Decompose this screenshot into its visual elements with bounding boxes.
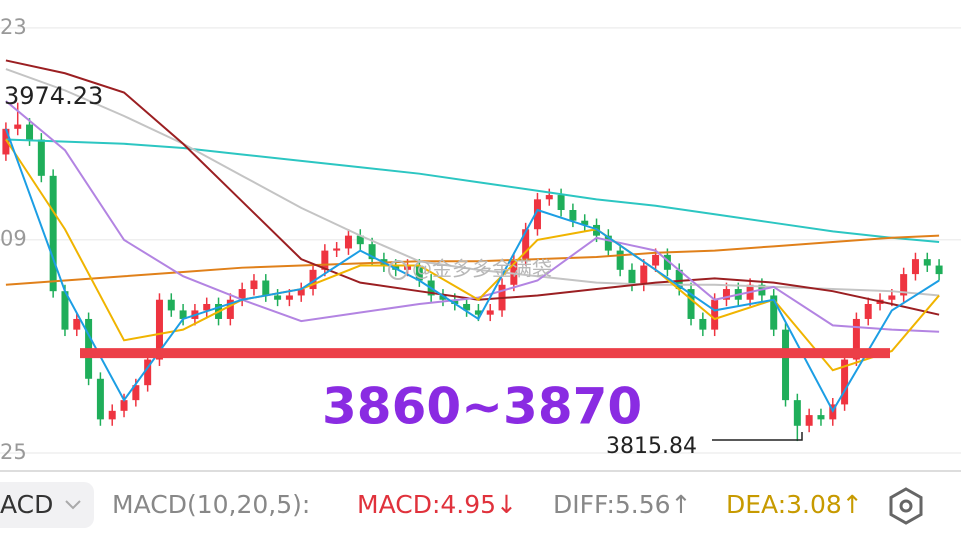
candle-body (557, 195, 565, 211)
candle-body (333, 248, 341, 251)
candle-body (439, 295, 447, 300)
candle-body (911, 259, 919, 275)
moving-average-line (5, 100, 940, 333)
candle-body (238, 289, 246, 300)
candle-body (663, 254, 671, 270)
candle-body (285, 295, 293, 300)
candle-body (923, 259, 931, 266)
annotations: 3974.23 3815.84 3860~3870 @金多多金满袋 (4, 82, 803, 459)
candle-body (900, 274, 908, 296)
candle-body (2, 128, 10, 155)
candle-body (782, 329, 790, 401)
candle-body (344, 235, 352, 249)
candle-body (26, 124, 34, 140)
candle-body (167, 299, 175, 311)
candle-body (144, 359, 152, 386)
candle-body (321, 250, 329, 270)
candle-body (675, 269, 683, 290)
moving-average-line (4, 128, 940, 413)
candle-body (356, 235, 364, 245)
candle-body (722, 289, 730, 300)
candle-body (486, 310, 494, 315)
settings-icon[interactable] (889, 487, 923, 525)
candle-body (49, 175, 57, 292)
candle-body (545, 195, 553, 200)
candle-body (841, 359, 849, 405)
candle-body (817, 415, 825, 420)
diff-value: DIFF:5.56↑ (553, 490, 691, 519)
candle-body (604, 235, 612, 251)
macd-value: MACD:4.95↓ (357, 490, 517, 519)
moving-average-line (5, 138, 940, 372)
candle-body (569, 210, 577, 221)
moving-average-line (5, 68, 940, 297)
indicator-bar: ACD MACD(10,20,5): MACD:4.95↓ DIFF:5.56↑… (0, 482, 923, 528)
range-label: 3860~3870 (322, 378, 642, 436)
candle-body (61, 291, 69, 330)
candle-body (108, 410, 116, 420)
candle-body (652, 254, 660, 266)
settings-icon-center (899, 499, 913, 513)
candle-body (132, 385, 140, 401)
candle-body (226, 299, 234, 319)
candle-body (888, 295, 896, 300)
candle-body (522, 229, 530, 260)
candle-body (770, 295, 778, 330)
candle-body (935, 265, 943, 275)
candle-body (309, 269, 317, 290)
indicator-params: MACD(10,20,5): (112, 490, 310, 519)
candle-body (793, 400, 801, 426)
moving-average-line (5, 234, 940, 286)
indicator-selector-label: ACD (0, 490, 53, 519)
low-label: 3815.84 (606, 434, 697, 459)
candle-body (805, 415, 813, 426)
candle-body (73, 318, 81, 330)
candle-body (451, 299, 459, 305)
candle-body (711, 299, 719, 330)
candle-body (628, 269, 636, 285)
candle-body (533, 199, 541, 230)
y-tick-label: 09 (0, 227, 27, 251)
candle-body (14, 124, 22, 129)
candle-body (203, 304, 211, 311)
indicator-selector[interactable] (0, 482, 94, 528)
high-label: 3974.23 (4, 82, 103, 110)
dropdown-chevron (65, 500, 81, 510)
candle-body (640, 265, 648, 285)
candle-body (262, 280, 270, 296)
low-pointer (712, 432, 803, 441)
candle-body (96, 378, 104, 420)
plot: 23 09 25 (0, 15, 961, 464)
dea-value: DEA:3.08↑ (726, 490, 863, 519)
candle-body (616, 250, 624, 270)
y-tick-label: 23 (0, 15, 27, 39)
candle-body (510, 259, 518, 285)
candle-body (463, 304, 471, 311)
candle-body (699, 318, 707, 330)
candle-body (415, 265, 423, 281)
candle-body (297, 289, 305, 296)
y-tick-label: 25 (0, 440, 27, 464)
candle-body (581, 220, 589, 225)
candle-body (120, 400, 128, 411)
candle-body (368, 244, 376, 260)
watermark: @金多多金满袋 (412, 257, 552, 281)
moving-average-line (5, 138, 940, 244)
candle-body (37, 139, 45, 176)
candle-body (274, 295, 282, 300)
candle-body (687, 289, 695, 319)
candle-body (155, 299, 163, 360)
candle-body (250, 280, 258, 290)
watermark-icon (388, 260, 408, 280)
candle-body (852, 318, 860, 360)
candle-body (179, 310, 187, 319)
candle-body (474, 310, 482, 315)
candle-body (864, 304, 872, 319)
